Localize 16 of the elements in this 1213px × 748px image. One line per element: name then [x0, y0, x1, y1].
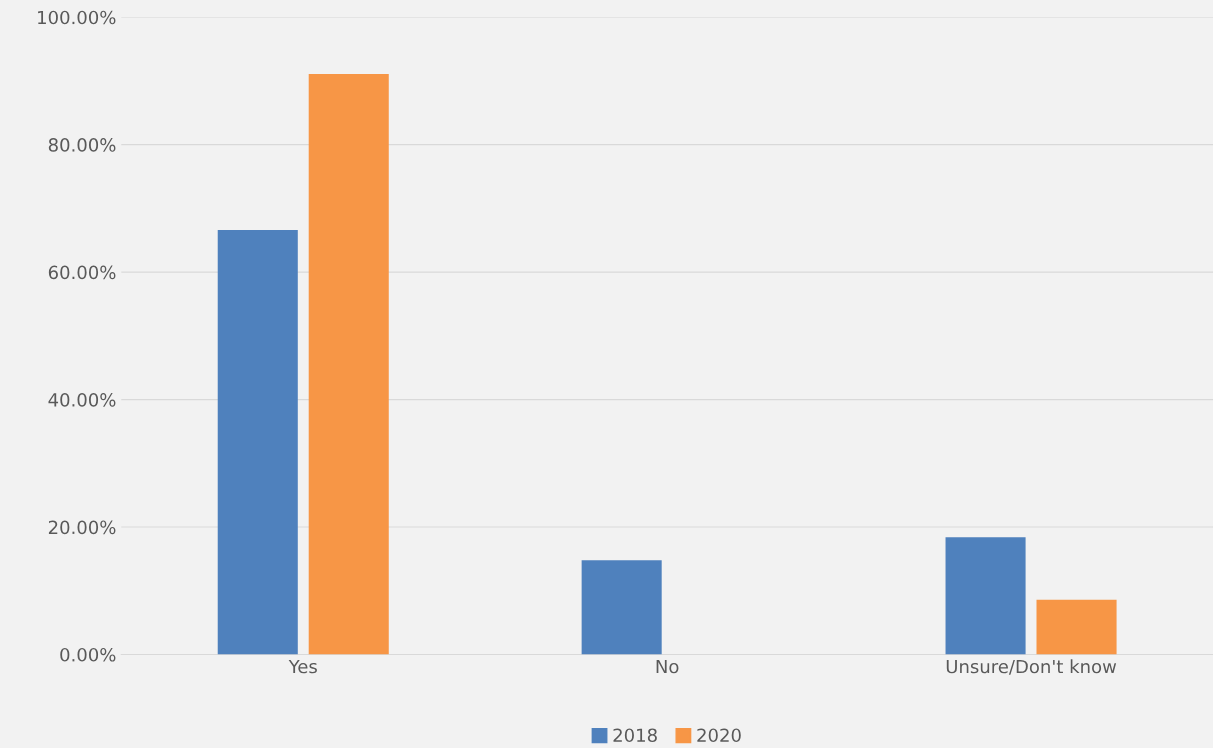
bar — [945, 537, 1026, 655]
x-tick-label: Unsure/Don't know — [946, 659, 1117, 675]
x-tick-label: No — [656, 659, 679, 674]
bar — [217, 230, 298, 655]
y-tick-label: 80.00% — [48, 138, 116, 152]
legend-label: 2020 — [697, 728, 741, 743]
x-tick-label: Yes — [288, 659, 317, 674]
y-tick-label: 60.00% — [48, 265, 116, 280]
y-tick-label: 40.00% — [48, 393, 116, 407]
y-tick-label: 20.00% — [48, 520, 116, 535]
bar — [1036, 599, 1117, 655]
legend-label: 2018 — [613, 728, 657, 743]
y-tick-label: 0.00% — [60, 647, 116, 662]
y-tick-label: 100.00% — [38, 10, 116, 25]
bar — [308, 73, 389, 655]
bar — [581, 560, 662, 655]
